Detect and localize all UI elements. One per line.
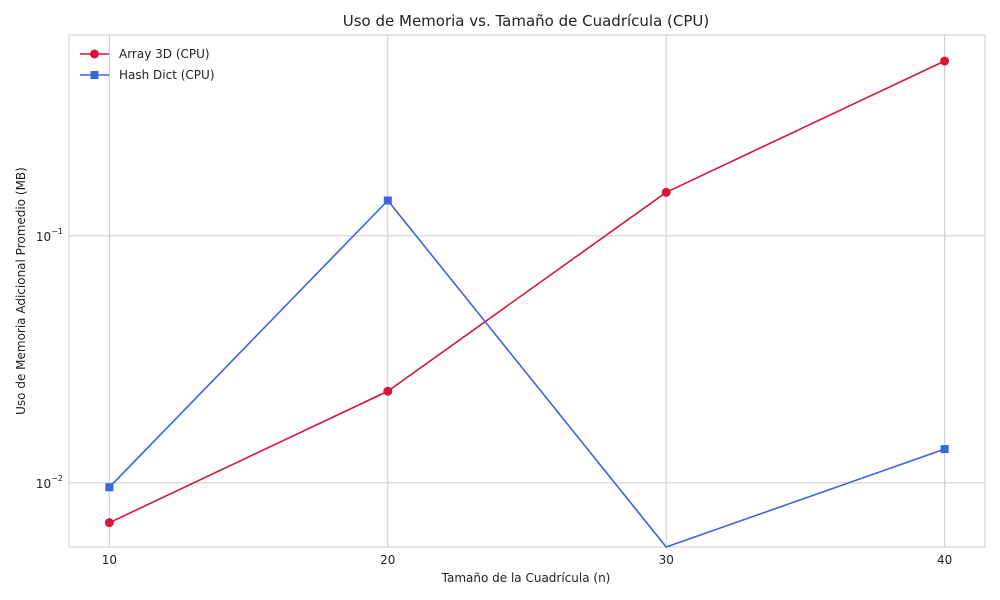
x-axis-label: Tamaño de la Cuadrícula (n)	[441, 571, 611, 585]
y-axis-label: Uso de Memoria Adicional Promedio (MB)	[14, 167, 28, 415]
data-point-hash-dict-cpu	[105, 483, 114, 492]
legend: Array 3D (CPU) Hash Dict (CPU)	[80, 47, 215, 82]
data-point-hash-dict-cpu	[383, 196, 392, 205]
legend-label: Array 3D (CPU)	[119, 47, 210, 61]
grid	[69, 35, 985, 547]
data-point-hash-dict-cpu	[940, 445, 949, 454]
legend-label: Hash Dict (CPU)	[119, 68, 215, 82]
data-point-array-3d-cpu	[104, 518, 114, 528]
legend-marker	[90, 49, 99, 59]
x-tick-label: 10	[102, 553, 117, 567]
x-tick-label: 40	[937, 553, 952, 567]
series-line-hash-dict-cpu	[108, 199, 945, 548]
data-point-array-3d-cpu	[383, 386, 393, 396]
y-tick-base: 10	[36, 230, 51, 244]
plot-frame	[68, 34, 986, 548]
chart-title: Uso de Memoria vs. Tamaño de Cuadrícula …	[343, 12, 710, 30]
legend-marker	[90, 71, 99, 79]
y-tick-exponent: −1	[51, 227, 63, 236]
x-tick-label: 20	[380, 553, 395, 567]
data-point-array-3d-cpu	[661, 187, 671, 197]
y-tick-base: 10	[36, 477, 51, 491]
series-layer	[104, 56, 950, 548]
x-tick-label: 30	[659, 553, 674, 567]
y-tick-label: 10−2	[36, 474, 63, 491]
data-point-array-3d-cpu	[940, 56, 950, 66]
series-line-array-3d-cpu	[109, 60, 945, 524]
y-axis-ticks: 10−210−1	[36, 227, 63, 491]
y-tick-exponent: −2	[51, 474, 63, 483]
y-tick-label: 10−1	[36, 227, 63, 244]
x-axis-ticks: 10 20 30 40	[102, 553, 953, 567]
